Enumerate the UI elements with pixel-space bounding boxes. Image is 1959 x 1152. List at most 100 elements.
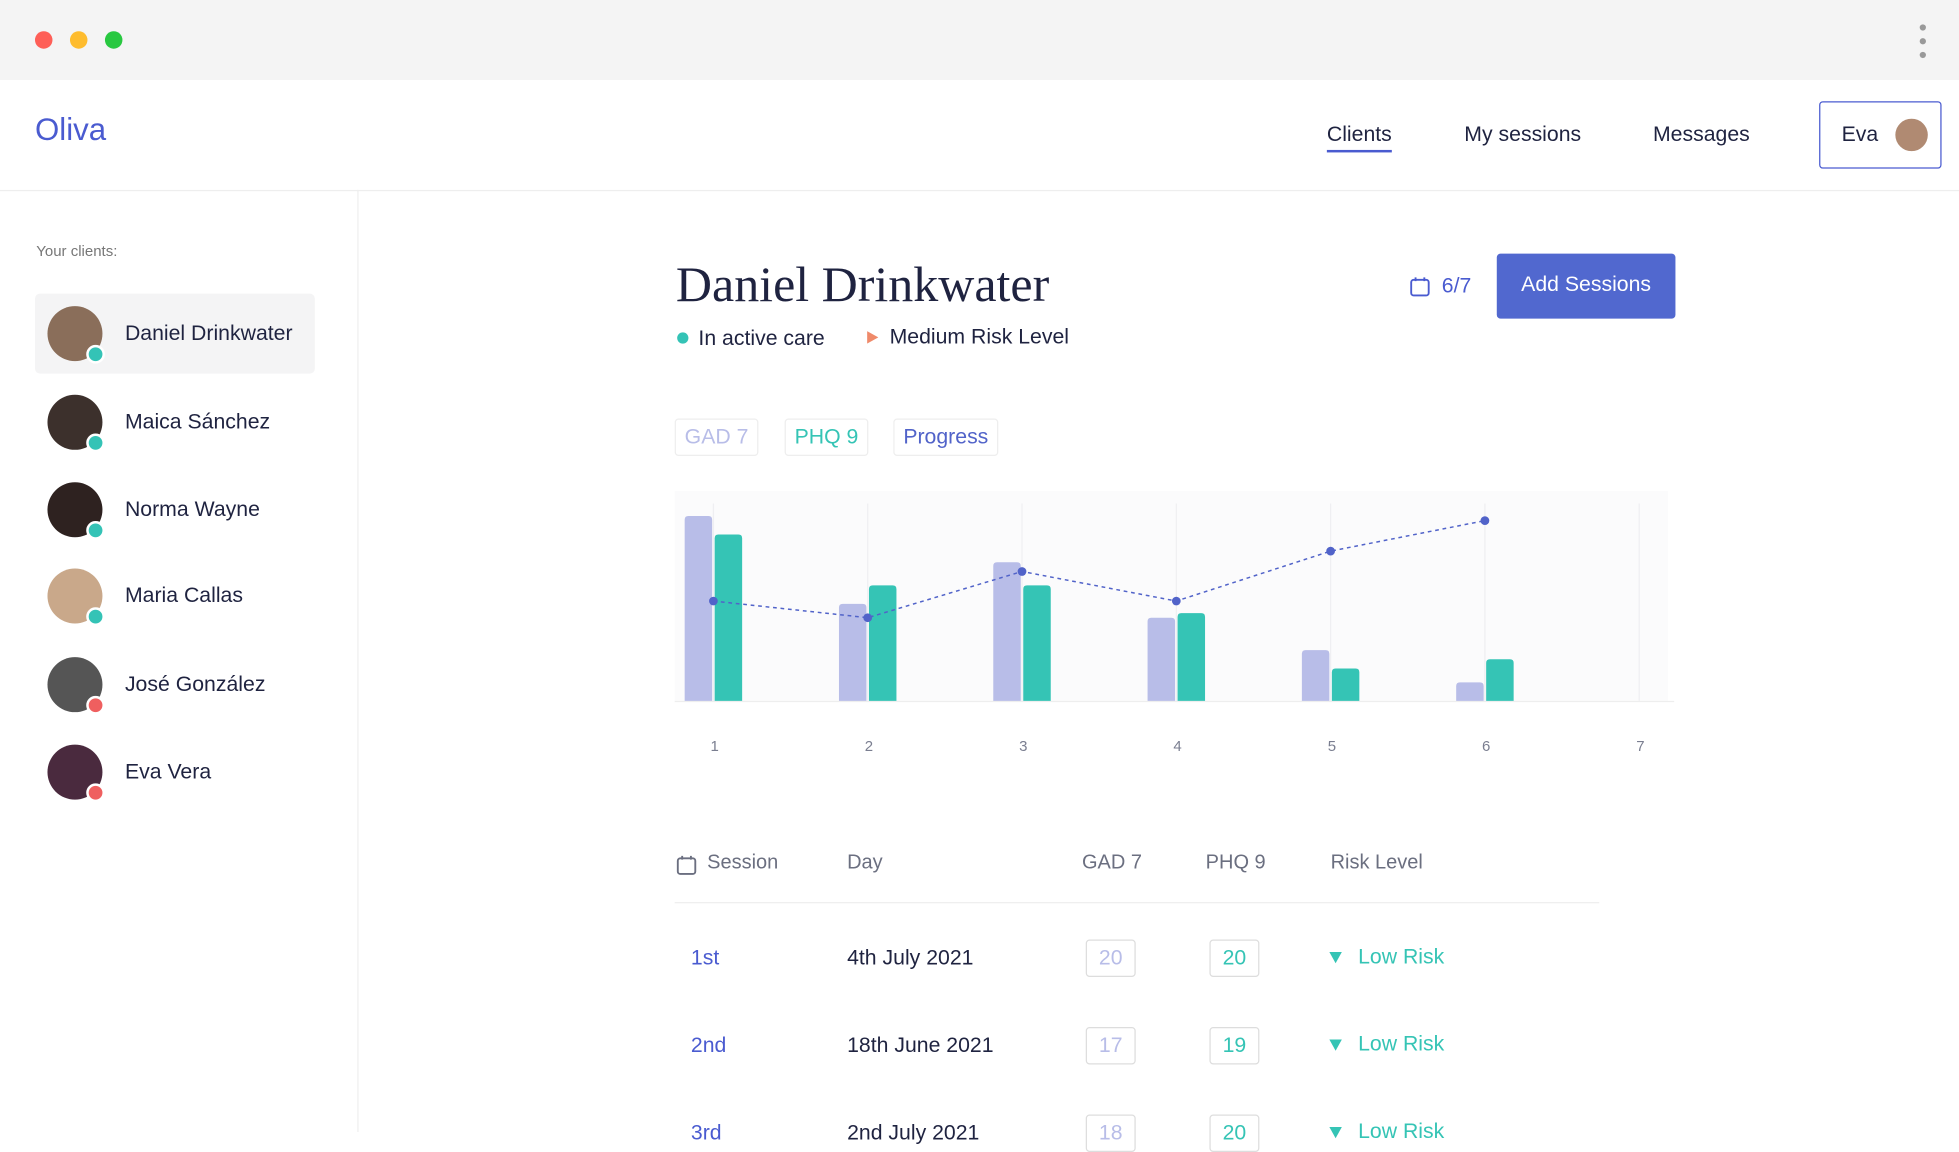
bar xyxy=(1177,613,1206,701)
client-item[interactable]: Norma Wayne xyxy=(35,470,315,550)
bar xyxy=(684,516,713,701)
bar xyxy=(868,585,897,701)
client-name: Eva Vera xyxy=(124,759,212,784)
risk-icon xyxy=(1329,1126,1342,1139)
status-dot xyxy=(86,344,105,364)
x-tick-label: 7 xyxy=(1636,738,1644,755)
close-button[interactable] xyxy=(34,31,53,49)
client-avatar xyxy=(47,306,105,364)
client-avatar xyxy=(47,482,105,540)
client-item[interactable]: Eva Vera xyxy=(35,732,315,812)
nav-link[interactable]: Clients xyxy=(1326,122,1392,153)
client-avatar xyxy=(47,657,105,715)
divider xyxy=(674,902,1600,904)
progress-point xyxy=(1017,567,1027,576)
risk-cell: Low Risk xyxy=(1358,944,1445,969)
client-item[interactable]: Maria Callas xyxy=(35,556,315,636)
session-cell: 2nd xyxy=(690,1033,727,1057)
risk-icon xyxy=(867,331,879,344)
client-avatar xyxy=(47,394,105,453)
nav-link[interactable]: My sessions xyxy=(1464,122,1582,147)
session-cell: 3rd xyxy=(690,1120,722,1145)
phq-score: 20 xyxy=(1209,939,1260,978)
client-name: Maria Callas xyxy=(124,583,243,608)
day-cell: 4th July 2021 xyxy=(847,945,974,970)
status-dot xyxy=(86,433,105,453)
status: In active care xyxy=(698,326,825,350)
bar xyxy=(714,534,743,701)
client-item[interactable]: Daniel Drinkwater xyxy=(34,293,315,374)
risk-icon xyxy=(1329,1039,1342,1051)
progress-point xyxy=(1326,546,1335,556)
minimize-button[interactable] xyxy=(69,31,88,49)
progress-point xyxy=(1171,596,1181,606)
menu-icon[interactable] xyxy=(1914,22,1931,59)
bar xyxy=(1147,617,1176,701)
day-cell: 18th June 2021 xyxy=(847,1033,994,1057)
gad-score: 18 xyxy=(1085,1114,1136,1152)
calendar-icon xyxy=(1410,277,1430,297)
add-sessions-button[interactable]: Add Sessions xyxy=(1496,253,1676,319)
x-tick-label: 5 xyxy=(1328,738,1336,755)
bar xyxy=(1486,659,1514,701)
status-dot xyxy=(86,607,105,626)
session-cell: 1st xyxy=(690,945,720,970)
nav-link[interactable]: Messages xyxy=(1652,122,1750,147)
day-cell: 2nd July 2021 xyxy=(847,1120,980,1145)
phq-score: 20 xyxy=(1209,1114,1260,1152)
client-avatar xyxy=(47,744,105,803)
client-item[interactable]: José González xyxy=(35,645,315,725)
x-tick-label: 1 xyxy=(710,738,718,755)
user-button[interactable]: Eva xyxy=(1819,101,1942,169)
risk-cell: Low Risk xyxy=(1358,1032,1445,1056)
chart-tab[interactable]: GAD 7 xyxy=(674,418,759,457)
client-name: Maica Sánchez xyxy=(124,409,271,434)
client-name: Daniel Drinkwater xyxy=(124,321,293,345)
table-header: Session xyxy=(707,852,779,874)
table-header: GAD 7 xyxy=(1081,852,1142,874)
sidebar: Your clients: Daniel Drinkwater Maica Sán… xyxy=(0,189,359,1132)
client-name: Daniel Drinkwater xyxy=(675,256,1050,313)
status-dot xyxy=(86,695,105,715)
status-dot xyxy=(677,332,689,344)
client-avatar xyxy=(47,568,105,626)
phq-score: 19 xyxy=(1209,1027,1260,1065)
chart-tab[interactable]: PHQ 9 xyxy=(784,418,869,457)
bar xyxy=(993,562,1021,701)
chart-tab[interactable]: Progress xyxy=(893,418,999,457)
table-header: PHQ 9 xyxy=(1205,852,1266,874)
top-nav: Oliva Clients My sessions Messages Eva xyxy=(0,80,1959,192)
x-tick-label: 6 xyxy=(1482,738,1490,755)
brand[interactable]: Oliva xyxy=(34,112,107,148)
user-name: Eva xyxy=(1841,122,1879,147)
gad-score: 20 xyxy=(1085,939,1136,978)
bar xyxy=(1331,668,1360,701)
client-name: Norma Wayne xyxy=(124,497,260,521)
progress-line xyxy=(713,519,1486,619)
table-header: Risk Level xyxy=(1330,852,1423,874)
progress-point xyxy=(1480,516,1490,525)
risk-icon xyxy=(1329,952,1342,964)
bar xyxy=(1301,650,1330,701)
gad-score: 17 xyxy=(1085,1027,1136,1065)
user-avatar xyxy=(1895,118,1928,152)
progress-point xyxy=(709,596,718,606)
progress-point xyxy=(863,613,873,623)
table-header: Day xyxy=(847,852,883,874)
calendar-icon xyxy=(676,855,697,875)
bar xyxy=(1023,585,1051,701)
bar xyxy=(1456,682,1484,701)
status-dot xyxy=(86,783,105,803)
client-name: José González xyxy=(124,672,266,696)
client-item[interactable]: Maica Sánchez xyxy=(35,382,315,462)
x-tick-label: 4 xyxy=(1173,738,1181,755)
maximize-button[interactable] xyxy=(104,31,123,49)
x-tick-label: 2 xyxy=(865,738,873,755)
risk-level: Medium Risk Level xyxy=(889,324,1069,349)
x-tick-label: 3 xyxy=(1019,738,1027,755)
sidebar-heading: Your clients: xyxy=(36,242,118,260)
status-dot xyxy=(86,520,105,540)
browser-chrome xyxy=(0,0,1959,80)
